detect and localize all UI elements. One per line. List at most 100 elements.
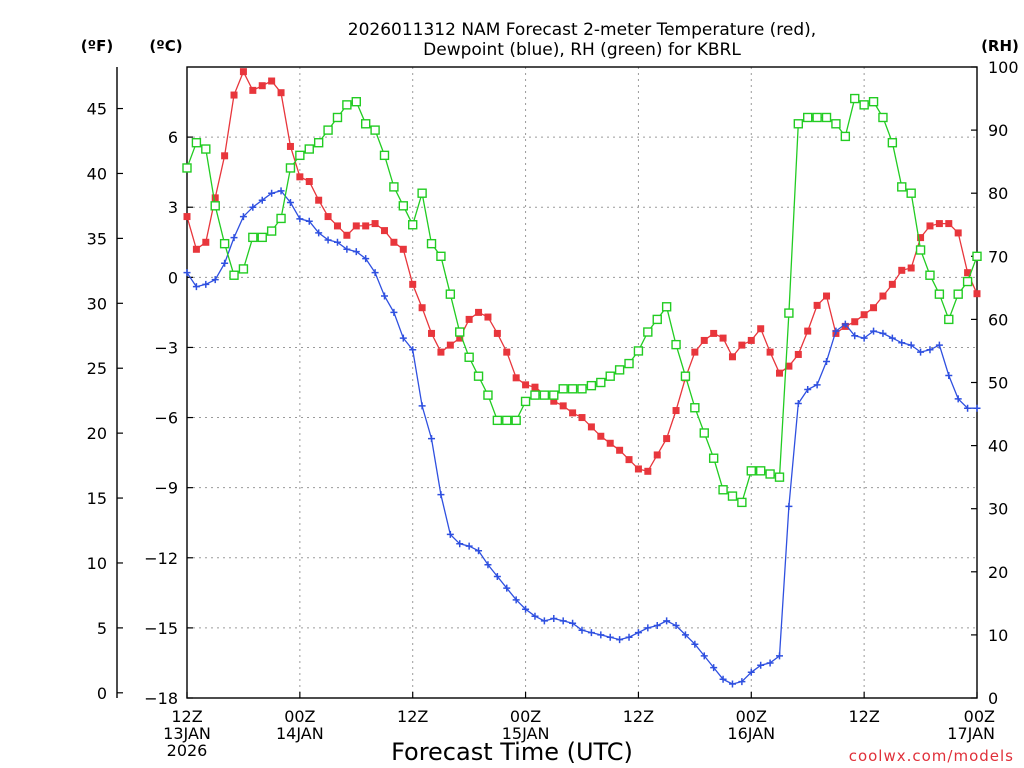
rh-point	[436, 251, 446, 262]
rh-tick-label: 80	[988, 184, 1008, 203]
dewpoint-point	[531, 612, 539, 620]
dewpoint-point	[663, 617, 671, 625]
y-tick-labels: 454035302520151050630−3−6−9−12−15−181009…	[87, 58, 1019, 708]
temperature-point	[531, 383, 539, 391]
temperature-point	[738, 341, 746, 349]
temperature-point	[484, 313, 492, 321]
temperature-point	[813, 301, 821, 309]
temperature-point	[672, 407, 680, 415]
rh-point	[257, 232, 267, 243]
rh-point	[266, 226, 277, 236]
dewpoint-point	[211, 276, 219, 284]
fahrenheit-tick-label: 5	[97, 619, 107, 638]
dewpoint-point	[333, 238, 341, 246]
dewpoint-point	[381, 292, 388, 300]
temperature-point	[917, 234, 925, 242]
temperature-point	[860, 311, 868, 319]
temperature-point	[578, 414, 586, 422]
series-line	[186, 97, 978, 504]
rh-point	[360, 119, 371, 129]
fahrenheit-unit-label: (ºF)	[81, 37, 113, 55]
chart-title-line-1: 2026011312 NAM Forecast 2-meter Temperat…	[348, 20, 816, 40]
dewpoint-point	[954, 395, 962, 403]
dewpoint-point	[738, 678, 746, 686]
celsius-tick-label: −9	[154, 479, 178, 498]
grid-lines	[187, 67, 977, 698]
dewpoint-point	[898, 339, 906, 347]
temperature-point	[305, 178, 313, 186]
dewpoint-point	[606, 633, 614, 641]
temperature-point	[550, 397, 558, 405]
dewpoint-point	[945, 371, 953, 379]
rh-point	[906, 188, 916, 198]
dewpoint-point	[362, 255, 370, 263]
temperature-point	[522, 381, 530, 389]
temperature-point	[465, 315, 473, 323]
dewpoint-point	[587, 629, 595, 637]
celsius-unit-label: (ºC)	[149, 37, 182, 55]
dewpoint-point	[296, 215, 304, 223]
temperature-point	[512, 374, 520, 382]
dewpoint-point	[597, 631, 605, 639]
rh-point	[746, 466, 756, 476]
rh-tick-label: 0	[988, 689, 998, 708]
series-dewpoint	[183, 187, 981, 688]
temperature-point	[362, 222, 370, 230]
dewpoint-point	[418, 402, 426, 410]
temperature-point	[296, 173, 304, 181]
celsius-tick-label: −18	[144, 689, 178, 708]
x-tick-label: 15JAN	[502, 724, 550, 743]
dewpoint-point	[719, 675, 727, 683]
rh-point	[680, 371, 691, 381]
dewpoint-point	[794, 400, 802, 408]
temperature-point	[766, 348, 774, 356]
rh-point	[690, 403, 700, 413]
series-rh	[182, 93, 982, 508]
rh-point	[445, 289, 456, 299]
dewpoint-point	[493, 572, 501, 580]
rh-tick-label: 100	[988, 58, 1019, 77]
temperature-point	[757, 325, 765, 333]
rh-point	[295, 150, 305, 161]
rh-point	[633, 346, 644, 356]
temperature-point	[691, 348, 699, 356]
dewpoint-point	[286, 199, 294, 207]
rh-point	[793, 119, 804, 129]
temperature-point	[456, 334, 464, 342]
dewpoint-point	[343, 245, 351, 253]
rh-point	[285, 163, 296, 173]
temperature-point	[559, 402, 567, 410]
fahrenheit-tick-label: 25	[87, 359, 107, 378]
rh-point	[812, 112, 822, 123]
dewpoint-point	[465, 542, 473, 550]
temperature-point	[221, 152, 229, 160]
rh-point	[351, 97, 361, 107]
rh-point	[850, 93, 860, 104]
dewpoint-point	[616, 636, 624, 644]
rh-point	[191, 138, 202, 148]
temperature-point	[249, 86, 257, 94]
dewpoint-point	[879, 329, 887, 337]
dewpoint-point	[569, 619, 577, 627]
temperature-point	[964, 269, 972, 277]
temperature-point	[428, 329, 436, 337]
dewpoint-point	[870, 327, 878, 335]
x-tick-label: 00Z	[736, 707, 767, 726]
x-tick-label: 16JAN	[727, 724, 775, 743]
temperature-point	[606, 439, 614, 447]
temperature-point	[898, 266, 906, 274]
rh-point	[558, 384, 568, 394]
x-tick-label: 00Z	[964, 707, 995, 726]
rh-point	[389, 182, 399, 192]
temperature-point	[258, 82, 266, 90]
temperature-point	[371, 220, 379, 228]
fahrenheit-tick-label: 30	[87, 294, 107, 313]
celsius-tick-label: 3	[168, 198, 178, 217]
temperature-point	[653, 451, 661, 459]
rh-tick-label: 50	[988, 374, 1008, 393]
temperature-point	[503, 348, 511, 356]
dewpoint-point	[728, 680, 736, 688]
rh-point	[605, 371, 615, 381]
